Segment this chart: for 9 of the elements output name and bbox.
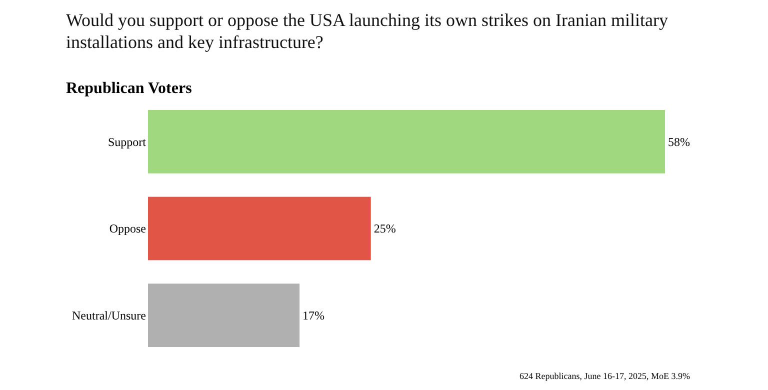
data-label: 58% [668, 134, 690, 149]
data-label: 17% [302, 308, 325, 323]
text: 624 Republicans, June 16-17, 2025, MoE 3.9% [520, 371, 690, 381]
chart-title: Would you support or oppose the USA launching its own strikes on Iranian military installations and key infrastructure? [66, 10, 668, 52]
y-tick-label: Oppose [109, 222, 146, 236]
y-tick-label: Support [108, 134, 147, 149]
y-tick-label: Neutral/Unsure [72, 308, 146, 323]
data-label: 25% [374, 222, 396, 236]
chart-subtitle: Republican Voters [66, 80, 192, 97]
